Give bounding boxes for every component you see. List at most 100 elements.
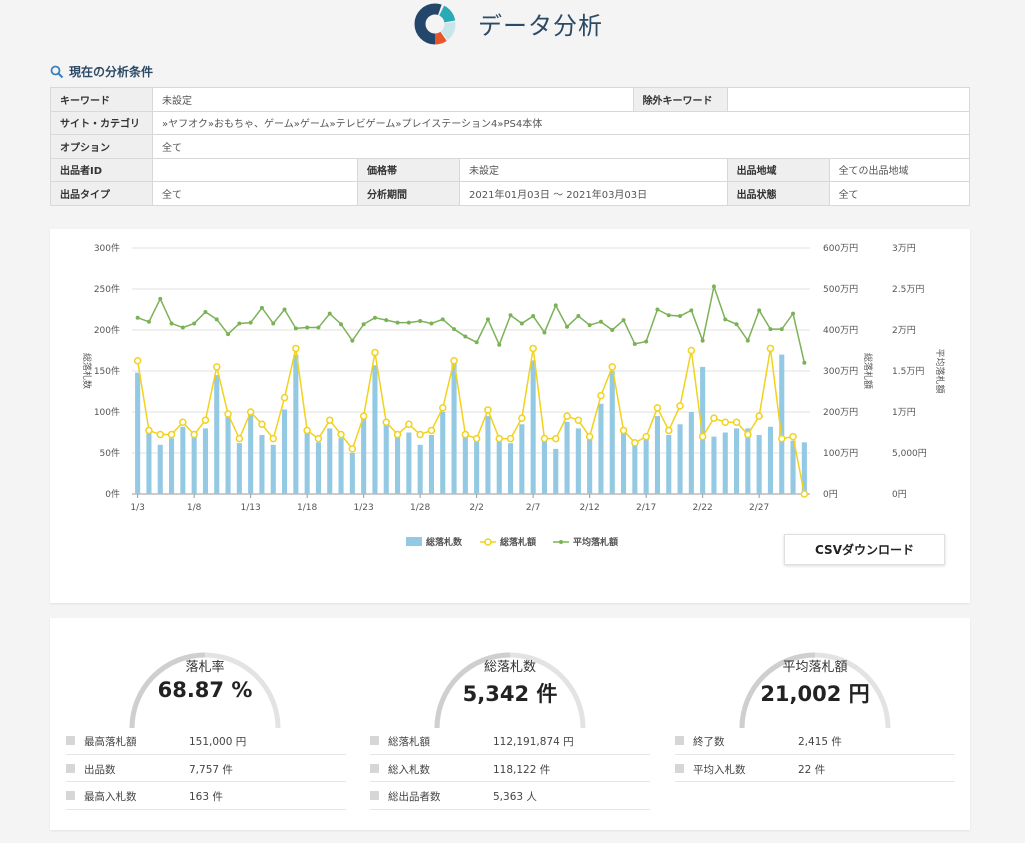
table-row: サイト・カテゴリ »ヤフオク»おもちゃ、ゲーム»ゲーム»テレビゲーム»プレイステ… — [50, 110, 970, 135]
bar — [440, 412, 446, 494]
keyword-label: キーワード — [50, 87, 153, 112]
y-tick-label-right: 2.5万円 — [892, 284, 924, 295]
legend-marker-total-amount — [484, 538, 492, 546]
point-average — [452, 327, 457, 332]
point-average — [339, 322, 344, 327]
item-state-label: 出品状態 — [726, 181, 830, 206]
point-average — [282, 307, 287, 312]
list-item: 総落札額 112,191,874 円 — [370, 727, 650, 755]
bar — [428, 434, 434, 494]
bar — [801, 442, 807, 494]
point-total-amount — [608, 363, 616, 371]
point-total-amount — [348, 445, 357, 453]
point-total-amount — [518, 414, 526, 422]
point-average — [226, 332, 231, 337]
point-average — [406, 320, 411, 325]
conditions-table: キーワード 未設定 除外キーワード サイト・カテゴリ »ヤフオク»おもちゃ、ゲー… — [50, 87, 971, 206]
point-average — [203, 309, 208, 314]
bar — [259, 434, 265, 494]
point-average — [655, 307, 660, 312]
stat-key: 平均入札数 — [693, 763, 746, 776]
stat-value: 151,000 円 — [189, 736, 247, 748]
series-line-average — [137, 283, 806, 363]
point-average — [779, 327, 784, 332]
x-tick-label: 2/12 — [580, 503, 600, 513]
point-average — [293, 326, 298, 331]
bullet-square — [675, 736, 684, 745]
point-average — [711, 284, 716, 289]
point-total-amount — [744, 430, 752, 439]
point-total-amount — [179, 418, 187, 426]
point-average — [644, 339, 649, 344]
point-average — [180, 325, 185, 330]
stat-value: 7,757 件 — [189, 763, 233, 776]
stat-value: 163 件 — [189, 791, 223, 803]
point-total-amount — [766, 344, 775, 353]
bar — [677, 424, 683, 494]
region-label: 出品地域 — [726, 157, 830, 182]
legend-label: 総落札数 — [426, 536, 463, 548]
bar — [711, 436, 717, 494]
point-total-amount — [258, 420, 266, 429]
point-average — [237, 321, 242, 326]
csv-download-button[interactable]: CSVダウンロード — [784, 534, 945, 565]
point-total-amount — [359, 412, 368, 420]
bar — [767, 426, 773, 494]
gauge-label: 落札率 — [185, 660, 225, 675]
gauge-arc — [129, 652, 281, 729]
table-row: 出品タイプ 全て 分析期間 2021年01月03日 ～ 2021年03月03日 … — [50, 181, 971, 206]
list-item: 総入札数 118,122 件 — [370, 755, 650, 782]
stat-value: 118,122 件 — [493, 763, 551, 776]
bar — [756, 434, 762, 494]
stat-key: 総落札額 — [388, 736, 430, 748]
gauge-label: 総落札数 — [483, 660, 536, 675]
y-tick-label-right: 2万円 — [892, 325, 916, 336]
x-tick-label: 1/3 — [130, 503, 144, 513]
point-total-amount — [133, 357, 142, 365]
bar — [643, 434, 649, 494]
stat-key: 最高入札数 — [84, 791, 137, 803]
x-tick-label: 2/17 — [636, 503, 656, 513]
bar — [372, 365, 378, 494]
period-label: 分析期間 — [357, 181, 460, 206]
x-tick-label: 2/7 — [526, 503, 540, 513]
listing-type-value: 全て — [152, 181, 358, 206]
point-average — [768, 327, 773, 332]
point-total-amount — [213, 363, 221, 371]
point-average — [418, 318, 423, 323]
seller-id-label: 出品者ID — [50, 157, 153, 182]
stat-key: 最高落札額 — [84, 736, 137, 748]
legend-label: 総落札額 — [500, 536, 536, 548]
stat-list-3: 終了数 2,415 件 平均入札数 22 件 — [675, 727, 955, 782]
point-total-amount — [789, 432, 797, 441]
series-line-total-amount — [136, 348, 806, 495]
bar — [327, 428, 333, 494]
page-title: データ分析 — [478, 12, 603, 40]
y-tick-label-left2: 200万円 — [823, 407, 858, 418]
y-tick-label-left: 50件 — [100, 447, 120, 459]
point-total-amount — [405, 420, 413, 429]
bar — [496, 440, 502, 494]
donut-chart-icon — [414, 3, 456, 45]
point-average — [734, 322, 739, 327]
bar — [383, 424, 389, 494]
point-average — [745, 338, 750, 343]
point-average — [463, 334, 468, 339]
point-average — [632, 341, 637, 346]
point-average — [395, 320, 400, 325]
bar — [338, 438, 344, 494]
y-tick-label-left2: 300万円 — [823, 366, 858, 377]
x-tick-label: 1/13 — [241, 503, 261, 513]
item-state-value: 全て — [828, 181, 971, 206]
point-total-amount — [540, 434, 549, 443]
point-average — [678, 314, 683, 319]
option-label: オプション — [50, 134, 153, 159]
bar — [293, 354, 299, 494]
region-value: 全ての出品地域 — [828, 157, 971, 182]
bar — [451, 362, 457, 494]
point-total-amount — [269, 434, 277, 443]
combo-chart: 0件 0円 0円 50件 100万円 5,000円 100件 200万円 1万円 150件 300万… — [81, 242, 946, 548]
bar — [553, 448, 559, 494]
bar — [688, 412, 694, 494]
stat-list-2: 総落札額 112,191,874 円 総入札数 118,122 件 総出品者数 5,3… — [370, 727, 650, 810]
